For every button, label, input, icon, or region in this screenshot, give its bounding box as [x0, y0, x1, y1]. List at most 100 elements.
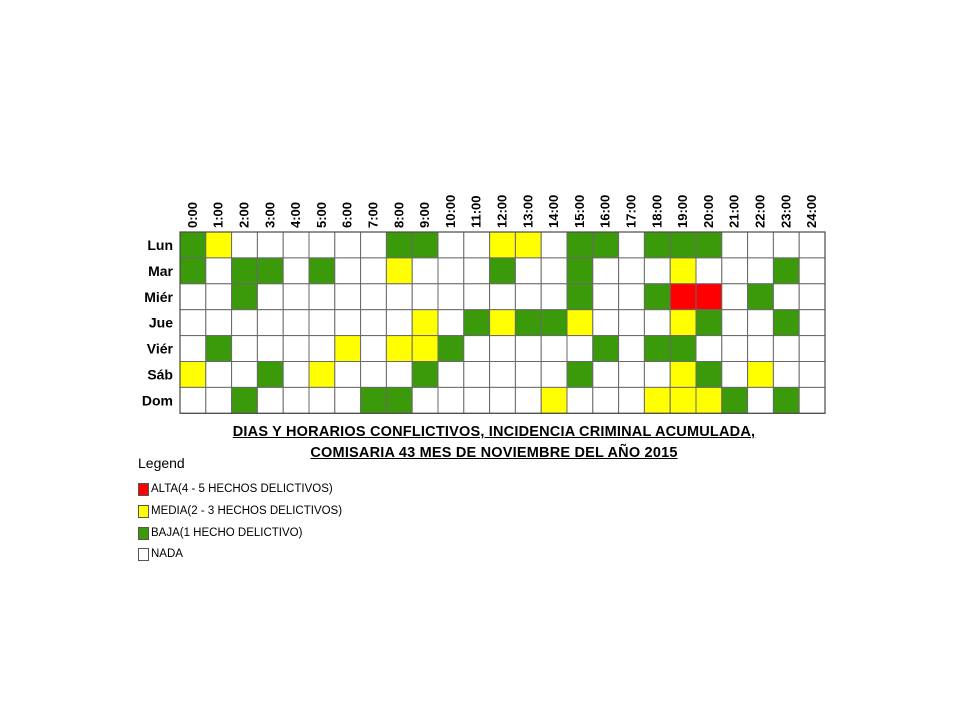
heatmap-cell	[721, 361, 749, 388]
heatmap-cell	[669, 309, 697, 337]
hour-tick-label: 0:00	[185, 202, 200, 228]
heatmap-cell	[282, 309, 310, 337]
hour-tick-label: 18:00	[649, 195, 664, 228]
hour-tick-label: 19:00	[675, 195, 690, 228]
heatmap-cell	[308, 231, 336, 259]
heatmap-cell	[566, 309, 594, 337]
heatmap-cell	[385, 335, 413, 363]
heatmap-cell	[360, 386, 387, 414]
heatmap-cell	[334, 386, 362, 414]
hour-tick-label: 24:00	[804, 195, 819, 228]
heatmap-cell	[308, 335, 336, 363]
heatmap-cell	[231, 257, 258, 285]
heatmap-cell	[772, 231, 800, 259]
heatmap-cell	[772, 361, 800, 388]
hour-tick-label: 2:00	[237, 202, 252, 228]
legend-label-alta: ALTA(4 - 5 HECHOS DELICTIVOS)	[151, 483, 333, 495]
heatmap-cell	[385, 309, 413, 337]
heatmap-cell	[308, 309, 336, 337]
heatmap-cell	[437, 231, 465, 259]
hour-tick-label: 7:00	[366, 202, 381, 228]
heatmap-cell	[592, 257, 620, 285]
heatmap-cell	[540, 283, 568, 311]
heatmap-cell	[695, 231, 723, 259]
heatmap-cell	[566, 335, 594, 363]
heatmap-cell	[592, 283, 620, 311]
heatmap-cell	[489, 386, 516, 414]
heatmap-cell	[360, 231, 387, 259]
hour-tick-label: 13:00	[520, 195, 535, 228]
hour-tick-label: 15:00	[572, 195, 587, 228]
heatmap-cell	[360, 361, 387, 388]
chart-subtitle: COMISARIA 43 MES DE NOVIEMBRE DEL AÑO 20…	[310, 445, 678, 461]
heatmap-cell	[798, 231, 826, 259]
heatmap-cell	[411, 309, 439, 337]
heatmap-cell	[256, 386, 284, 414]
day-tick-label: Lun	[147, 237, 173, 253]
heatmap-cell	[334, 361, 362, 388]
hour-tick-label: 5:00	[314, 202, 329, 228]
heatmap-cell	[566, 361, 594, 388]
heatmap-cell	[669, 231, 697, 259]
heatmap-cell	[205, 283, 233, 311]
heatmap-cell	[618, 361, 645, 388]
heatmap-cell	[618, 257, 645, 285]
heatmap-cell	[540, 309, 568, 337]
heatmap-cell	[772, 309, 800, 337]
heatmap-cell	[463, 283, 491, 311]
heatmap-cell	[566, 386, 594, 414]
heatmap-cell	[669, 283, 697, 311]
heatmap-cell	[592, 361, 620, 388]
heatmap-cell	[256, 257, 284, 285]
heatmap-cell	[540, 361, 568, 388]
heatmap-cell	[798, 335, 826, 363]
heatmap-cell	[721, 335, 749, 363]
heatmap-cell	[463, 335, 491, 363]
heatmap-cell	[695, 283, 723, 311]
heatmap-cell	[514, 361, 542, 388]
heatmap-cell	[489, 231, 516, 259]
heatmap-cell	[618, 309, 645, 337]
legend-item-alta: ALTA(4 - 5 HECHOS DELICTIVOS)	[138, 481, 333, 497]
heatmap-cell	[385, 283, 413, 311]
heatmap-border	[179, 231, 826, 414]
heatmap-cell	[256, 309, 284, 337]
heatmap-cell	[489, 361, 516, 388]
day-tick-label: Viér	[147, 341, 174, 357]
heatmap-cell	[618, 231, 645, 259]
heatmap-cell	[721, 386, 749, 414]
hour-tick-label: 21:00	[727, 195, 742, 228]
heatmap-cell	[643, 335, 671, 363]
heatmap-cell	[463, 361, 491, 388]
heatmap-cell	[566, 231, 594, 259]
heatmap-cell	[179, 231, 207, 259]
heatmap-cell	[385, 386, 413, 414]
heatmap-cell	[747, 386, 774, 414]
heatmap-cell	[540, 386, 568, 414]
heatmap-cell	[721, 283, 749, 311]
hour-tick-label: 1:00	[211, 202, 226, 228]
heatmap-cell	[179, 361, 207, 388]
heatmap-cell	[437, 257, 465, 285]
heatmap-cell	[540, 335, 568, 363]
heatmap-cell	[669, 361, 697, 388]
heatmap-cell	[334, 309, 362, 337]
heatmap-cell	[489, 257, 516, 285]
hour-tick-label: 14:00	[546, 195, 561, 228]
hour-tick-label: 23:00	[778, 195, 793, 228]
heatmap-cell	[514, 257, 542, 285]
heatmap-cell	[205, 309, 233, 337]
heatmap-cell	[205, 361, 233, 388]
heatmap-cell	[643, 309, 671, 337]
heatmap-cell	[231, 283, 258, 311]
legend-label-nada: NADA	[151, 548, 183, 560]
heatmap-cell	[669, 335, 697, 363]
hour-tick-label: 9:00	[417, 202, 432, 228]
day-tick-label: Miér	[144, 289, 173, 305]
heatmap-cell	[592, 335, 620, 363]
heatmap-cell	[205, 335, 233, 363]
heatmap-cell	[411, 335, 439, 363]
heatmap-cell	[669, 386, 697, 414]
heatmap-cell	[256, 335, 284, 363]
heatmap-cell	[256, 361, 284, 388]
